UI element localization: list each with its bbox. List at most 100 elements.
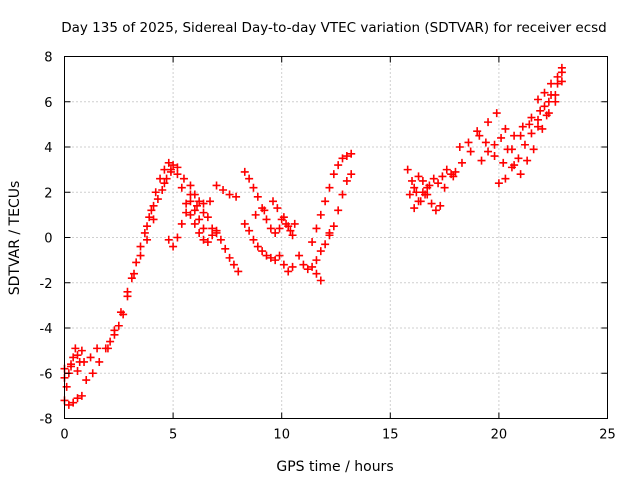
data-point — [262, 215, 271, 224]
data-point — [288, 231, 297, 240]
data-point — [195, 228, 204, 237]
data-point — [434, 179, 443, 188]
data-point — [527, 113, 536, 122]
data-point — [518, 122, 527, 131]
data-point — [475, 131, 484, 140]
data-point — [507, 163, 516, 172]
data-point — [166, 167, 175, 176]
data-point — [258, 247, 267, 256]
data-point — [325, 183, 334, 192]
data-point — [503, 145, 512, 154]
data-point — [308, 262, 317, 271]
data-point — [423, 190, 432, 199]
data-point — [282, 219, 291, 228]
x-tick-label: 25 — [599, 428, 616, 443]
data-point — [473, 127, 482, 136]
series-arc-9 — [186, 181, 221, 237]
data-point — [186, 197, 195, 206]
x-tick-label: 15 — [382, 428, 399, 443]
data-point — [225, 190, 234, 199]
data-point — [203, 238, 212, 247]
data-point — [271, 228, 280, 237]
data-point — [325, 228, 334, 237]
data-point — [516, 170, 525, 179]
series-arc-12 — [251, 197, 299, 235]
data-point — [136, 251, 145, 260]
data-point — [525, 120, 534, 129]
data-point — [229, 260, 238, 269]
data-point — [277, 215, 286, 224]
data-point — [553, 72, 562, 81]
y-tick-label: 8 — [44, 51, 52, 66]
data-point — [140, 228, 149, 237]
data-point — [516, 131, 525, 140]
y-tick-label: 4 — [44, 141, 52, 156]
data-point — [312, 224, 321, 233]
data-point — [405, 190, 414, 199]
data-point — [249, 183, 258, 192]
series-arc-18 — [405, 172, 445, 215]
data-point — [153, 195, 162, 204]
data-point — [67, 362, 76, 371]
series-arc-22 — [477, 133, 538, 179]
x-tick-label: 20 — [491, 428, 508, 443]
data-point — [225, 253, 234, 262]
data-point — [347, 170, 356, 179]
data-point — [499, 158, 508, 167]
series-arc-13 — [295, 231, 334, 274]
data-point — [308, 238, 317, 247]
data-point — [342, 152, 351, 161]
data-point — [182, 208, 191, 217]
data-point — [440, 183, 449, 192]
data-point — [501, 124, 510, 133]
data-point — [520, 140, 529, 149]
data-point — [418, 176, 427, 185]
data-point — [492, 109, 501, 118]
data-point — [414, 172, 423, 181]
data-point — [143, 222, 152, 231]
data-point — [251, 210, 260, 219]
data-point — [284, 267, 293, 276]
x-tick-label: 10 — [273, 428, 290, 443]
data-point — [169, 242, 178, 251]
series-arc-25 — [538, 77, 566, 133]
data-point — [190, 219, 199, 228]
data-point — [533, 95, 542, 104]
data-point — [77, 391, 86, 400]
data-point — [418, 188, 427, 197]
x-tick-label: 5 — [169, 428, 177, 443]
data-point — [232, 192, 241, 201]
data-point — [523, 156, 532, 165]
data-point — [127, 274, 136, 283]
data-point — [334, 161, 343, 170]
data-point — [190, 206, 199, 215]
data-point — [260, 206, 269, 215]
data-point — [143, 235, 152, 244]
data-point — [86, 353, 95, 362]
data-point — [73, 394, 82, 403]
data-point — [151, 188, 160, 197]
data-point — [266, 224, 275, 233]
data-point — [329, 170, 338, 179]
series-arc-11 — [240, 219, 297, 276]
y-tick-label: -8 — [40, 413, 53, 428]
data-point — [262, 251, 271, 260]
data-point — [286, 226, 295, 235]
data-point — [442, 165, 451, 174]
plot-frame — [64, 56, 608, 419]
x-tick-label: 0 — [60, 428, 68, 443]
series-arc-14 — [308, 149, 356, 247]
data-point — [179, 174, 188, 183]
series-arc-5 — [103, 215, 158, 353]
data-point — [449, 172, 458, 181]
data-point — [316, 247, 325, 256]
data-point — [130, 269, 139, 278]
data-point — [240, 219, 249, 228]
data-point — [271, 256, 280, 265]
data-point — [455, 143, 464, 151]
data-point — [312, 256, 321, 265]
data-point — [216, 235, 225, 244]
data-point — [484, 118, 493, 127]
data-point — [212, 181, 221, 190]
data-point — [103, 344, 112, 353]
